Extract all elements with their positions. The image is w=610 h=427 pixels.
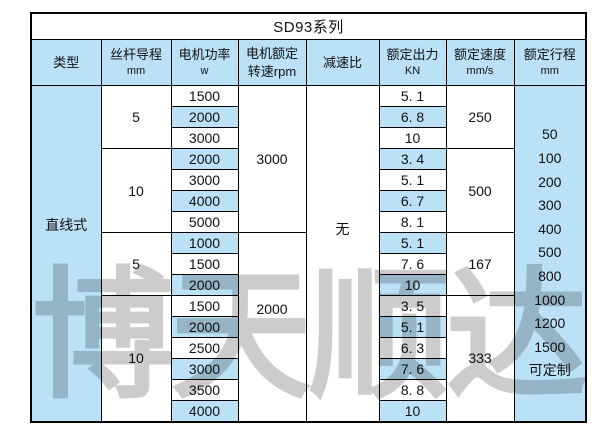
power-cell: 1500 [170,295,239,317]
output-cell: 8. 1 [378,211,447,233]
ratio-cell: 无 [305,85,380,422]
stroke-value: 400 [538,220,562,237]
stroke-value: 300 [538,197,562,214]
rpm-cell: 3000 [237,85,307,233]
col-header-ratio: 减速比 [305,39,380,86]
table-row: 3000 5. 1 [31,169,586,191]
stroke-value: 50 [541,126,558,143]
output-cell: 5. 1 [378,169,447,191]
output-cell: 3. 5 [378,295,447,317]
col-header-type: 类型 [30,39,102,86]
power-cell: 2000 [170,274,239,296]
speed-cell: 167 [445,232,515,296]
power-cell: 1000 [170,232,239,254]
stroke-value: 1200 [534,315,566,332]
power-cell: 3000 [170,358,239,380]
table-row: 1500 7. 6 [31,253,586,275]
output-cell: 6. 3 [378,337,447,359]
output-cell: 6. 7 [378,190,447,212]
power-cell: 1500 [170,85,239,107]
stroke-value: 200 [538,173,562,190]
unit-label: mm [126,64,146,77]
table-row: 2000 5. 1 [31,316,586,338]
stroke-value: 100 [538,150,562,167]
output-cell: 8. 8 [378,379,447,401]
speed-cell: 333 [445,295,515,422]
power-cell: 3000 [170,127,239,149]
col-header-stroke: 额定行程 mm [513,39,587,86]
lead-cell: 5 [100,232,172,296]
stroke-value: 1000 [534,291,566,308]
table-row: 2000 10 [31,274,586,296]
output-cell: 6. 8 [378,106,447,128]
output-cell: 10 [378,127,447,149]
table-row: 2500 6. 3 [31,337,586,359]
power-cell: 3500 [170,379,239,401]
table-row: 4000 10 [31,400,586,422]
power-cell: 1500 [170,253,239,275]
spec-table: SD93系列 类型 丝杆导程 mm 电机功率 w 电机额定 转速rpm 减速比 额定出… [30,12,588,423]
power-cell: 2000 [170,148,239,170]
table-row: 5000 8. 1 [31,211,586,233]
unit-label: 转速rpm [247,63,297,79]
table-row: 直线式 5 1500 3000 无 5. 1 250 50 100 200 30… [30,85,587,422]
power-cell: 4000 [170,400,239,422]
unit-label: mm/s [466,64,494,77]
stroke-cell: 50 100 200 300 400 500 800 1000 1200 150… [513,85,587,422]
col-header-rpm: 电机额定 转速rpm [237,39,307,86]
col-header-output: 额定出力 KN [378,39,447,86]
table-row: 10 1500 3. 5 333 [31,295,586,422]
table-row: SD93系列 [30,12,587,40]
table-row: 3000 7. 6 [31,358,586,380]
table-row: 3000 10 [31,127,586,149]
table-row: 10 2000 3. 4 500 [31,148,586,233]
lead-cell: 10 [100,295,172,422]
power-cell: 5000 [170,211,239,233]
lead-cell: 10 [100,148,172,233]
output-cell: 10 [378,274,447,296]
stroke-list: 50 100 200 300 400 500 800 1000 1200 150… [515,123,585,383]
output-cell: 10 [378,400,447,422]
output-cell: 5. 1 [378,85,447,107]
col-header-lead: 丝杆导程 mm [100,39,172,86]
stroke-value: 1500 [534,338,566,355]
power-cell: 3000 [170,169,239,191]
power-cell: 2000 [170,316,239,338]
output-cell: 5. 1 [378,232,447,254]
unit-label: w [200,64,209,77]
output-cell: 7. 6 [378,358,447,380]
output-cell: 7. 6 [378,253,447,275]
unit-label: KN [404,64,421,77]
power-cell: 2500 [170,337,239,359]
table-row: 3500 8. 8 [31,379,586,401]
col-header-power: 电机功率 w [170,39,239,86]
rpm-cell: 2000 [237,232,307,422]
stroke-value: 可定制 [528,362,571,379]
table-row: 2000 6. 8 [31,106,586,128]
speed-cell: 500 [445,148,515,233]
output-cell: 5. 1 [378,316,447,338]
power-cell: 4000 [170,190,239,212]
type-cell: 直线式 [30,85,102,422]
table-title: SD93系列 [30,12,587,40]
speed-cell: 250 [445,85,515,149]
stroke-value: 800 [538,268,562,285]
table-row: 4000 6. 7 [31,190,586,212]
table-row: 类型 丝杆导程 mm 电机功率 w 电机额定 转速rpm 减速比 额定出力 KN 额定速… [30,39,587,86]
stroke-value: 500 [538,244,562,261]
col-header-speed: 额定速度 mm/s [445,39,515,86]
output-cell: 3. 4 [378,148,447,170]
power-cell: 2000 [170,106,239,128]
lead-cell: 5 [100,85,172,149]
unit-label: mm [540,64,559,77]
